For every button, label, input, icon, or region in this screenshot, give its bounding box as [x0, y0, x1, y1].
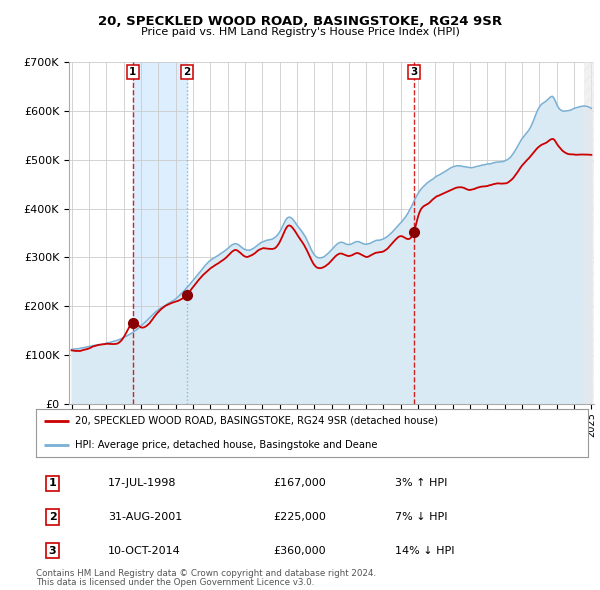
Text: 1: 1: [49, 478, 56, 489]
Text: £360,000: £360,000: [274, 546, 326, 556]
Text: 2: 2: [49, 512, 56, 522]
Text: 3: 3: [410, 67, 418, 77]
Text: 17-JUL-1998: 17-JUL-1998: [108, 478, 176, 489]
Text: £225,000: £225,000: [274, 512, 326, 522]
Text: 7% ↓ HPI: 7% ↓ HPI: [395, 512, 448, 522]
Text: 3% ↑ HPI: 3% ↑ HPI: [395, 478, 447, 489]
Text: Contains HM Land Registry data © Crown copyright and database right 2024.: Contains HM Land Registry data © Crown c…: [36, 569, 376, 578]
Text: 20, SPECKLED WOOD ROAD, BASINGSTOKE, RG24 9SR (detached house): 20, SPECKLED WOOD ROAD, BASINGSTOKE, RG2…: [74, 416, 437, 426]
Bar: [133, 62, 187, 404]
Text: 3: 3: [49, 546, 56, 556]
Text: 10-OCT-2014: 10-OCT-2014: [108, 546, 181, 556]
Text: 1: 1: [130, 67, 137, 77]
Text: £167,000: £167,000: [274, 478, 326, 489]
Bar: [584, 62, 596, 404]
Text: 20, SPECKLED WOOD ROAD, BASINGSTOKE, RG24 9SR: 20, SPECKLED WOOD ROAD, BASINGSTOKE, RG2…: [98, 15, 502, 28]
Text: HPI: Average price, detached house, Basingstoke and Deane: HPI: Average price, detached house, Basi…: [74, 440, 377, 450]
Text: Price paid vs. HM Land Registry's House Price Index (HPI): Price paid vs. HM Land Registry's House …: [140, 27, 460, 37]
Text: This data is licensed under the Open Government Licence v3.0.: This data is licensed under the Open Gov…: [36, 578, 314, 587]
Text: 31-AUG-2001: 31-AUG-2001: [108, 512, 182, 522]
Text: 2: 2: [184, 67, 191, 77]
Text: 14% ↓ HPI: 14% ↓ HPI: [395, 546, 454, 556]
